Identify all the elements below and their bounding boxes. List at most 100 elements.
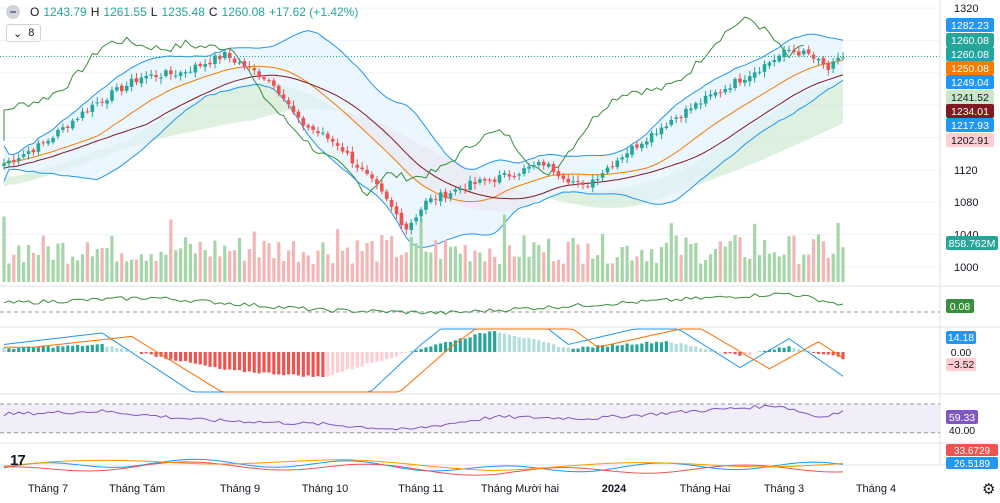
candle-body [468, 180, 472, 190]
kumo-cloud-segment [23, 172, 29, 183]
kumo-cloud-segment [18, 174, 24, 184]
macd-histogram-bar [713, 350, 718, 352]
candle-body [831, 61, 835, 69]
volume-bar [625, 245, 629, 282]
candle-body [12, 159, 16, 162]
volume-bar [473, 250, 477, 282]
volume-bar [237, 238, 242, 282]
volume-bar [164, 254, 168, 282]
candle-body [384, 191, 389, 200]
macd-histogram-bar [664, 341, 668, 352]
volume-bar [159, 251, 163, 282]
candle-body [801, 50, 806, 55]
macd-signal-line [4, 328, 844, 393]
macd-histogram-bar [694, 346, 698, 352]
macd-histogram-bar [434, 344, 438, 352]
candle-body [762, 64, 767, 72]
x-tick-label: Tháng Tám [109, 483, 165, 495]
candle-body [478, 179, 482, 183]
macd-histogram-bar [164, 352, 168, 359]
y-tick-label: 1000 [954, 262, 978, 274]
macd-histogram-bar [488, 331, 492, 352]
bollinger-lower-line [3, 79, 844, 249]
x-tick-label: Tháng 7 [28, 483, 68, 495]
macd-histogram-bar [326, 352, 330, 377]
candle-body [674, 117, 678, 119]
macd-histogram-bar [453, 340, 457, 352]
volume-bar [419, 217, 423, 282]
oscillator-line [3, 292, 844, 315]
macd-histogram-bar [198, 352, 202, 365]
candle-body [21, 154, 26, 157]
volume-bar [478, 252, 482, 282]
volume-bar [517, 256, 521, 282]
x-tick-label: Tháng 4 [856, 483, 896, 495]
volume-bar [394, 257, 399, 282]
volume-bar [286, 250, 291, 282]
macd-histogram-bar [581, 346, 585, 352]
candle-body [286, 100, 291, 105]
ohlc-legend: O 1243.79 H 1261.55 L 1235.48 C 1260.08 +17.… [6, 5, 358, 19]
volume-bar [453, 246, 457, 282]
kumo-cloud-segment [249, 83, 255, 121]
candle-body [105, 100, 109, 104]
candle-body [237, 62, 242, 64]
volume-bar [385, 240, 389, 282]
macd-histogram-bar [365, 352, 369, 364]
macd-histogram-bar [31, 347, 36, 352]
macd-histogram-bar [355, 352, 359, 368]
candle-body [787, 49, 791, 51]
volume-bar [306, 255, 310, 282]
candle-body [713, 92, 718, 96]
volume-bar [640, 249, 644, 282]
kumo-cloud-segment [234, 85, 240, 123]
candle-body [659, 127, 664, 135]
macd-histogram-bar [463, 338, 467, 352]
macd-label-text: −3.52 [948, 359, 975, 371]
candle-body [16, 158, 21, 161]
candle-body [232, 58, 237, 63]
macd-histogram-bar [46, 346, 50, 352]
volume-bar [699, 263, 703, 282]
volume-bar [272, 257, 276, 282]
macd-histogram-bar [615, 345, 619, 352]
volume-bar [836, 222, 840, 282]
macd-histogram-bar [51, 347, 55, 352]
volume-bar [360, 251, 364, 282]
macd-histogram-bar [689, 346, 693, 352]
gear-icon[interactable]: ⚙ [982, 481, 996, 498]
candle-body [85, 111, 90, 113]
candle-body [551, 164, 556, 173]
kumo-cloud-segment [195, 99, 201, 131]
candle-body [100, 101, 104, 103]
volume-bar [600, 234, 605, 282]
candle-body [218, 55, 222, 60]
volume-bar [409, 236, 413, 282]
volume-bar [684, 237, 688, 282]
candle-body [566, 178, 571, 183]
macd-histogram-bar [296, 352, 300, 376]
price-label-box [946, 104, 994, 118]
symbol-menu-icon[interactable] [6, 5, 20, 19]
moving-average-line [3, 59, 844, 203]
candle-body [419, 209, 423, 217]
macd-histogram-bar [193, 352, 197, 364]
volume-bar [198, 241, 202, 282]
macd-histogram-bar [154, 352, 158, 357]
volume-bar [71, 256, 75, 282]
volume-bar [129, 259, 134, 282]
candle-body [797, 51, 801, 56]
macd-histogram-bar [733, 352, 737, 355]
candle-body [110, 90, 114, 101]
candle-body [164, 70, 168, 76]
candle-body [438, 192, 443, 202]
candle-body [644, 141, 649, 145]
candle-body [399, 212, 404, 226]
kumo-cloud-segment [210, 93, 215, 128]
kumo-cloud-segment [214, 91, 220, 127]
indicators-collapse-button[interactable]: ⌄ 8 [6, 24, 42, 42]
volume-bar [95, 249, 99, 282]
candle-body [576, 180, 580, 182]
candle-body [826, 62, 831, 70]
